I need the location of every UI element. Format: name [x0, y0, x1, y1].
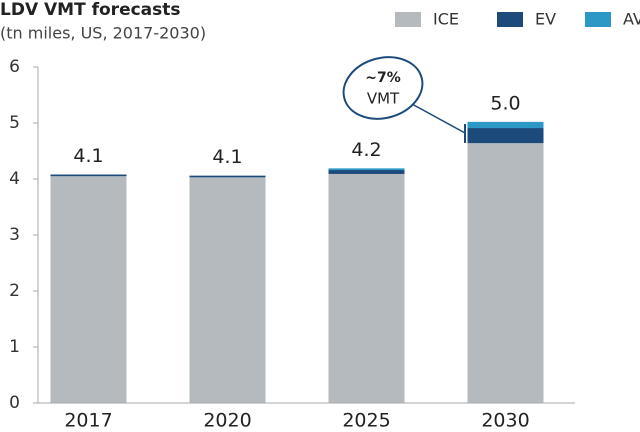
- x-tick-label: 2030: [481, 410, 529, 432]
- x-tick-label: 2017: [64, 410, 112, 432]
- chart-title: LDV VMT forecasts: [0, 0, 181, 20]
- bar-segment: [50, 174, 127, 177]
- callout-line: [411, 103, 466, 134]
- y-tick-label: 5: [9, 113, 20, 133]
- legend-label: EV: [535, 10, 556, 29]
- total-label: 4.1: [73, 145, 103, 167]
- callout-circle: [342, 56, 424, 120]
- legend-label: AV: [623, 10, 640, 29]
- chart-subtitle: (tn miles, US, 2017-2030): [0, 24, 206, 43]
- bar-segment: [328, 173, 405, 403]
- total-label: 5.0: [490, 92, 520, 114]
- x-tick-label: 2020: [203, 410, 251, 432]
- bar-segment: [328, 170, 405, 174]
- legend-swatch: [395, 12, 421, 27]
- y-tick-label: 4: [9, 169, 20, 189]
- bar-segment: [50, 176, 127, 403]
- legend-label: ICE: [433, 10, 459, 29]
- y-tick-label: 6: [9, 57, 20, 77]
- bar-segment: [328, 168, 405, 171]
- y-tick-label: 2: [9, 281, 20, 301]
- annotation: ~7%: [365, 70, 401, 86]
- bar-segment: [467, 143, 544, 403]
- y-tick-label: 3: [9, 225, 20, 245]
- bar-segment: [467, 121, 544, 129]
- bar-segment: [189, 177, 266, 403]
- legend-swatch: [497, 12, 523, 27]
- y-tick-label: 0: [9, 393, 20, 413]
- total-label: 4.2: [351, 139, 381, 161]
- y-tick-label: 1: [9, 337, 20, 357]
- total-label: 4.1: [212, 146, 242, 168]
- bar-segment: [467, 128, 544, 144]
- x-tick-label: 2025: [342, 410, 390, 432]
- legend-swatch: [585, 12, 611, 27]
- annotation: VMT: [367, 90, 400, 108]
- bar-segment: [189, 175, 266, 178]
